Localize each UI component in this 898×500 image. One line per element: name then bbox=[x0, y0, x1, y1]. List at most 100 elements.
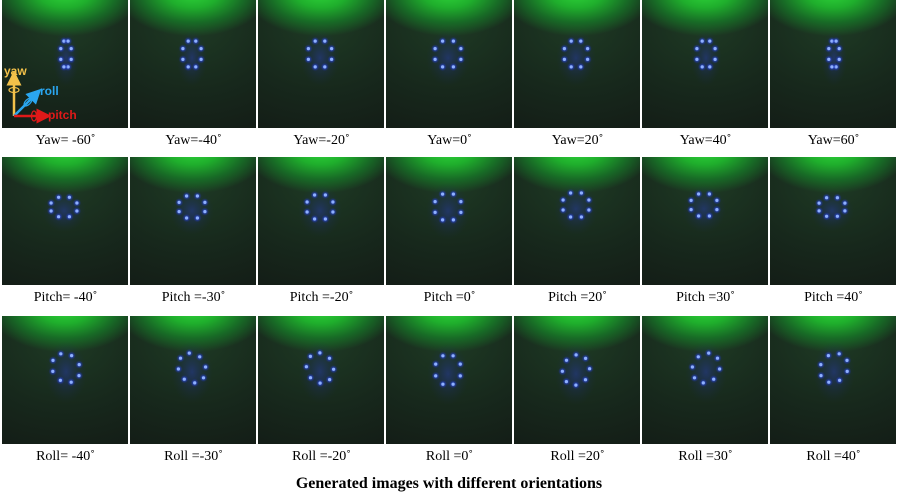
led-dot bbox=[441, 354, 445, 358]
led-dot bbox=[459, 210, 463, 214]
led-haze bbox=[298, 184, 342, 238]
led-ring bbox=[52, 30, 80, 86]
led-ring bbox=[690, 30, 722, 86]
image-cell: Yaw=-20˚ bbox=[258, 0, 385, 153]
led-dot bbox=[451, 382, 455, 386]
led-ring bbox=[45, 341, 87, 403]
led-dot bbox=[579, 191, 583, 195]
led-ring bbox=[170, 187, 214, 235]
led-dot bbox=[561, 198, 565, 202]
led-dot bbox=[569, 191, 573, 195]
led-ring bbox=[42, 190, 86, 232]
led-dot bbox=[176, 367, 180, 371]
led-dot bbox=[441, 192, 445, 196]
led-dot bbox=[579, 39, 583, 43]
led-dot bbox=[845, 369, 849, 373]
led-dot bbox=[827, 47, 831, 51]
led-dot bbox=[715, 198, 719, 202]
led-ring bbox=[554, 182, 598, 236]
led-dot bbox=[433, 47, 437, 51]
led-dot bbox=[695, 47, 699, 51]
image-cell: Pitch =20˚ bbox=[514, 157, 641, 310]
led-dot bbox=[708, 65, 712, 69]
led-dot bbox=[837, 352, 841, 356]
led-dot bbox=[433, 200, 437, 204]
led-ring bbox=[298, 184, 342, 238]
led-dot bbox=[203, 200, 207, 204]
image-caption: Roll =-20˚ bbox=[292, 449, 351, 464]
led-dot bbox=[707, 214, 711, 218]
led-dot bbox=[574, 353, 578, 357]
led-dot bbox=[713, 47, 717, 51]
led-dot bbox=[62, 65, 66, 69]
image-cell: Pitch =-30˚ bbox=[130, 157, 257, 310]
led-dot bbox=[331, 210, 335, 214]
led-dot bbox=[587, 208, 591, 212]
led-dot bbox=[834, 39, 838, 43]
led-dot bbox=[181, 57, 185, 62]
image-caption: Pitch =20˚ bbox=[548, 290, 607, 305]
image-caption: Pitch =30˚ bbox=[676, 290, 735, 305]
generated-image bbox=[130, 316, 256, 444]
led-ring bbox=[820, 30, 848, 86]
image-caption: Pitch =0˚ bbox=[423, 290, 476, 305]
image-cell: Roll =40˚ bbox=[770, 316, 897, 469]
led-dot bbox=[77, 363, 81, 367]
led-dot bbox=[323, 65, 327, 69]
led-dot bbox=[564, 358, 569, 362]
led-dot bbox=[304, 365, 308, 369]
led-ring bbox=[299, 341, 341, 403]
led-dot bbox=[323, 217, 327, 221]
generated-image bbox=[2, 157, 128, 285]
image-caption: Roll =20˚ bbox=[550, 449, 605, 464]
led-dot bbox=[305, 210, 309, 214]
led-dot bbox=[715, 208, 719, 212]
roll-axis-label: roll bbox=[40, 84, 59, 98]
led-dot bbox=[193, 381, 197, 385]
image-cell: Yaw=-40˚ bbox=[130, 0, 257, 153]
led-dot bbox=[308, 376, 313, 380]
image-caption: Yaw= -60˚ bbox=[35, 133, 96, 148]
led-dot bbox=[715, 356, 720, 360]
led-dot bbox=[837, 47, 841, 51]
image-cell: Roll =-30˚ bbox=[130, 316, 257, 469]
generated-image bbox=[2, 316, 128, 444]
led-dot bbox=[817, 209, 821, 213]
led-dot bbox=[560, 369, 564, 373]
led-dot bbox=[586, 47, 590, 51]
led-dot bbox=[306, 47, 310, 51]
led-dot bbox=[451, 354, 455, 358]
image-caption: Roll =-30˚ bbox=[164, 449, 223, 464]
figure-caption: Generated images with different orientat… bbox=[295, 475, 603, 492]
led-dot bbox=[187, 351, 191, 355]
image-cell: Roll =-20˚ bbox=[258, 316, 385, 469]
image-caption: Yaw=-20˚ bbox=[293, 133, 350, 148]
led-haze bbox=[690, 30, 722, 86]
led-dot bbox=[323, 39, 327, 43]
led-haze bbox=[813, 341, 855, 403]
generated-image bbox=[258, 0, 384, 128]
led-dot bbox=[843, 201, 847, 205]
generated-image bbox=[514, 316, 640, 444]
roll-row: Roll= -40˚ Roll =-30˚ Roll =-20˚ Roll =0… bbox=[2, 316, 896, 469]
led-dot bbox=[323, 193, 327, 197]
led-dot bbox=[569, 39, 573, 43]
image-cell: Pitch= -40˚ bbox=[2, 157, 129, 310]
led-dot bbox=[830, 65, 834, 69]
image-caption: Yaw=40˚ bbox=[679, 133, 732, 148]
image-cell: Pitch =-20˚ bbox=[258, 157, 385, 310]
led-dot bbox=[561, 208, 565, 212]
generated-image bbox=[514, 0, 640, 128]
led-dot bbox=[707, 351, 711, 355]
led-dot bbox=[185, 216, 189, 220]
led-dot bbox=[584, 356, 588, 360]
led-dot bbox=[562, 57, 566, 62]
led-dot bbox=[707, 192, 711, 196]
led-dot bbox=[441, 218, 445, 222]
led-haze bbox=[427, 343, 469, 405]
image-cell: Roll= -40˚ bbox=[2, 316, 129, 469]
led-dot bbox=[441, 65, 445, 69]
image-cell: Yaw=40˚ bbox=[642, 0, 769, 153]
led-dot bbox=[579, 65, 583, 69]
image-caption: Yaw=-40˚ bbox=[165, 133, 222, 148]
